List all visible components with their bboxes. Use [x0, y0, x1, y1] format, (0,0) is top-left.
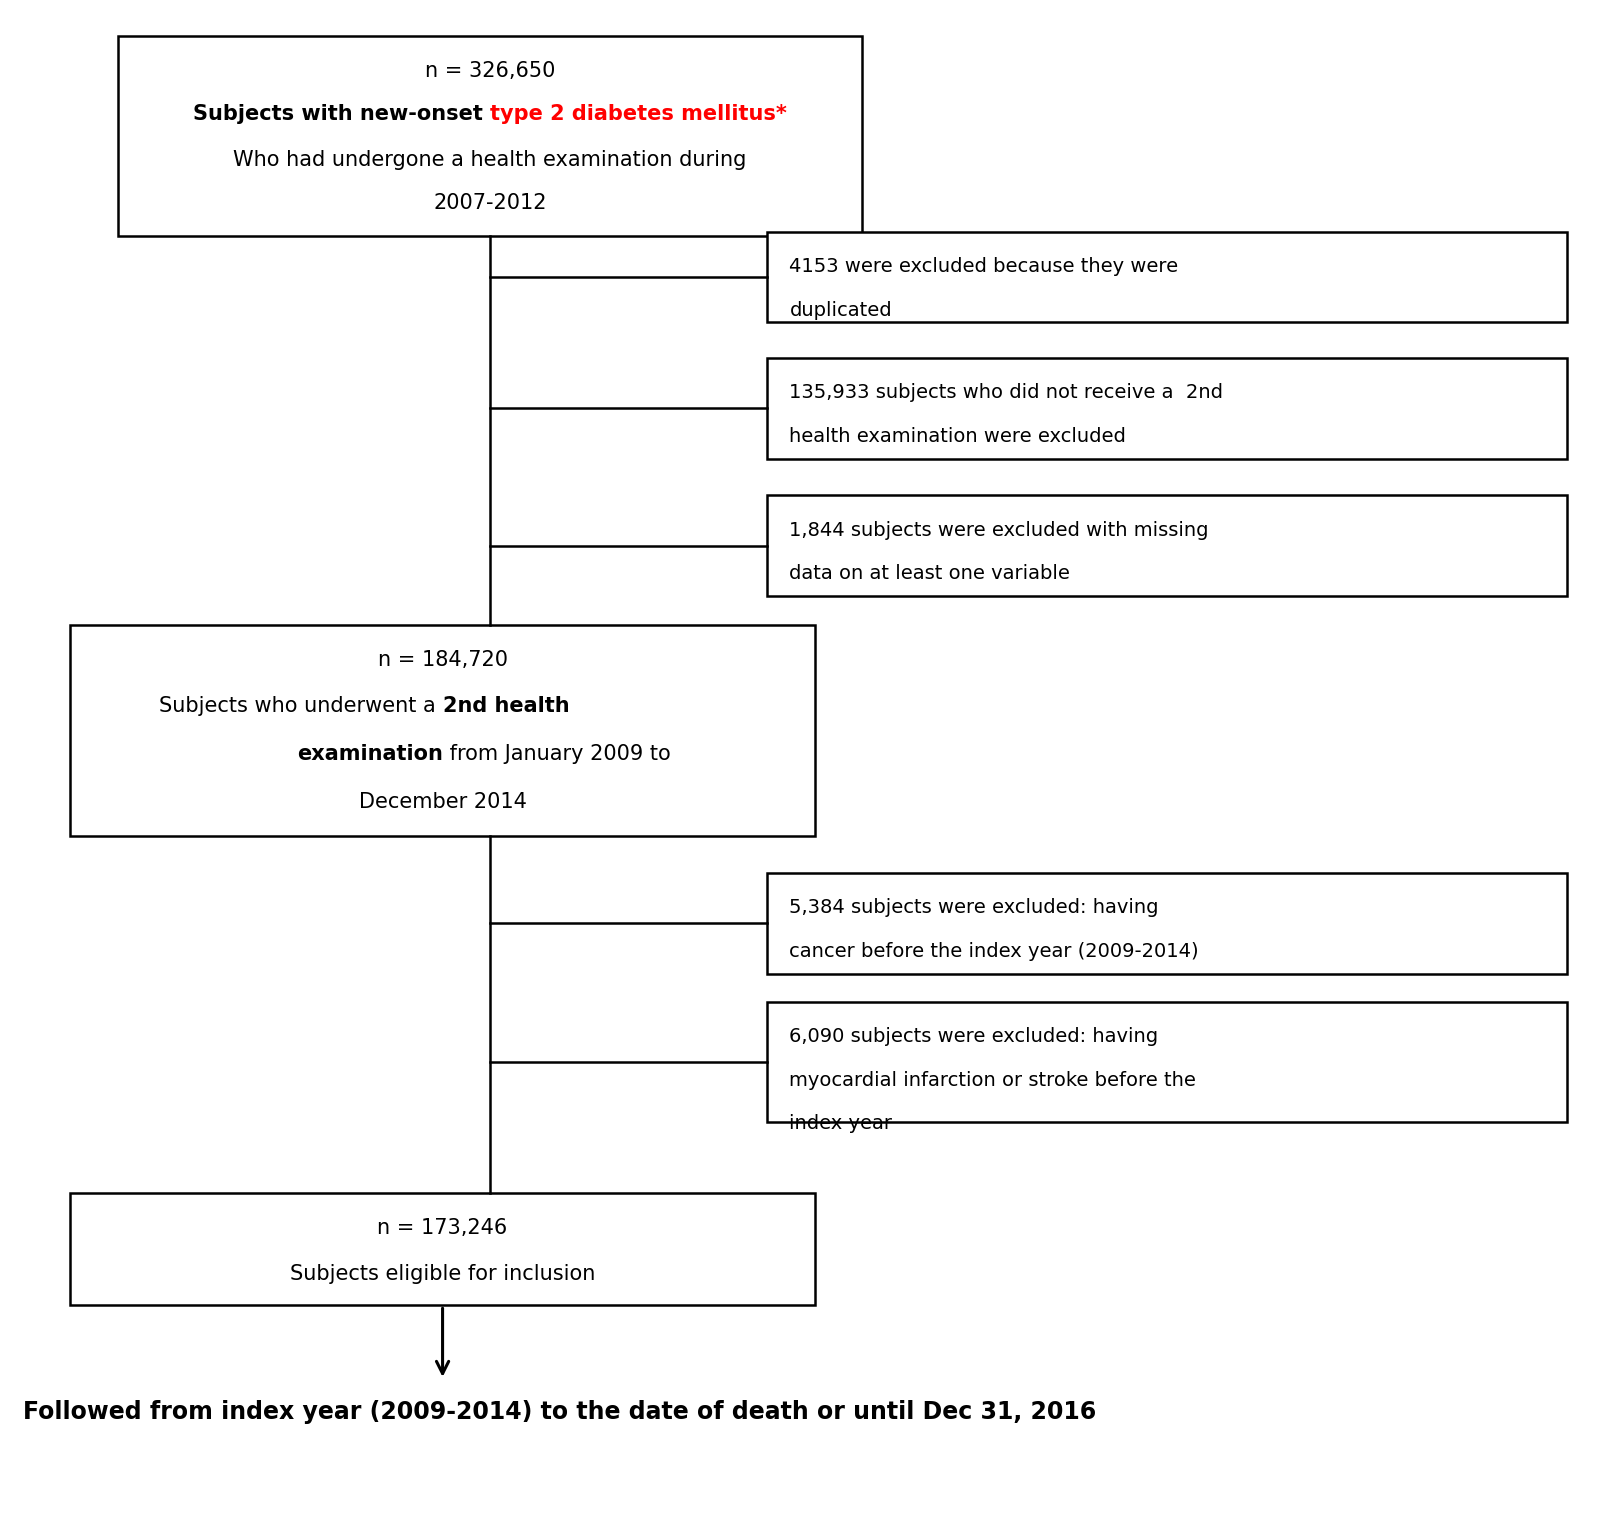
Text: December 2014: December 2014 [358, 792, 526, 812]
Text: data on at least one variable: data on at least one variable [789, 564, 1071, 584]
Text: duplicated: duplicated [789, 300, 892, 320]
Text: health examination were excluded: health examination were excluded [789, 427, 1127, 447]
Bar [118, 35, 863, 236]
Text: n = 326,650: n = 326,650 [425, 61, 555, 81]
Text: Who had undergone a health examination during: Who had undergone a health examination d… [233, 149, 746, 171]
Text: examination: examination [297, 744, 443, 764]
Bar [767, 232, 1568, 322]
Text: 4153 were excluded because they were: 4153 were excluded because they were [789, 258, 1179, 276]
Text: Subjects eligible for inclusion: Subjects eligible for inclusion [289, 1265, 596, 1285]
Text: 2nd health: 2nd health [443, 695, 569, 716]
Text: n = 173,246: n = 173,246 [377, 1219, 508, 1239]
Text: Subjects who underwent a: Subjects who underwent a [160, 695, 443, 716]
Text: 5,384 subjects were excluded: having: 5,384 subjects were excluded: having [789, 898, 1159, 917]
Bar [767, 1003, 1568, 1122]
Text: Followed from index year (2009-2014) to the date of death or until Dec 31, 2016: Followed from index year (2009-2014) to … [22, 1401, 1096, 1425]
Bar [767, 873, 1568, 974]
Bar [767, 358, 1568, 459]
Text: 1,844 subjects were excluded with missing: 1,844 subjects were excluded with missin… [789, 521, 1210, 539]
Text: type 2 diabetes mellitus*: type 2 diabetes mellitus* [491, 104, 786, 123]
Bar [767, 495, 1568, 596]
Bar [70, 625, 815, 837]
Bar [70, 1193, 815, 1306]
Text: index year: index year [789, 1114, 893, 1134]
Text: myocardial infarction or stroke before the: myocardial infarction or stroke before t… [789, 1071, 1197, 1090]
Text: from January 2009 to: from January 2009 to [443, 744, 670, 764]
Text: Subjects with new-onset: Subjects with new-onset [193, 104, 491, 123]
Text: 135,933 subjects who did not receive a  2nd: 135,933 subjects who did not receive a 2… [789, 384, 1224, 402]
Text: 2007-2012: 2007-2012 [433, 194, 547, 213]
Text: cancer before the index year (2009-2014): cancer before the index year (2009-2014) [789, 942, 1198, 960]
Text: 6,090 subjects were excluded: having: 6,090 subjects were excluded: having [789, 1027, 1159, 1047]
Text: n = 184,720: n = 184,720 [377, 649, 508, 671]
